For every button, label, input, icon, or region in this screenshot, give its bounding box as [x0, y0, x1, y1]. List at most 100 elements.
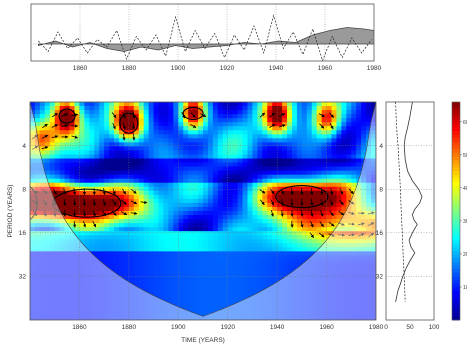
power-cell [311, 166, 318, 172]
power-cell [84, 146, 90, 151]
power-cell [59, 315, 65, 320]
power-cell [163, 239, 169, 244]
power-cell [242, 178, 248, 184]
power-cell [341, 110, 347, 115]
power-cell [34, 275, 41, 281]
tick-label-1880: 1880 [122, 65, 137, 72]
power-cell [296, 223, 303, 228]
power-cell [277, 287, 283, 293]
power-cell [118, 178, 125, 184]
power-cell [326, 198, 332, 204]
power-cell [84, 114, 90, 119]
power-cell [158, 211, 164, 216]
power-cell [366, 211, 372, 216]
power-cell [49, 255, 56, 260]
power-cell [316, 118, 323, 123]
power-cell [44, 231, 51, 236]
power-cell [163, 166, 169, 172]
power-cell [287, 219, 293, 224]
power-cell [148, 283, 154, 289]
power-cell [326, 110, 332, 115]
power-cell [118, 198, 125, 204]
power-cell [242, 271, 248, 276]
power-cell [168, 198, 174, 204]
power-cell [79, 158, 85, 163]
power-cell [163, 279, 169, 285]
power-cell [59, 166, 65, 172]
power-cell [361, 178, 367, 184]
power-cell [252, 267, 258, 272]
power-cell [94, 271, 100, 276]
power-cell [321, 102, 327, 107]
power-cell [341, 106, 347, 111]
power-cell [252, 150, 258, 155]
power-cell [59, 202, 65, 208]
power-cell [331, 146, 337, 151]
power-cell [163, 219, 169, 224]
power-cell [301, 114, 308, 119]
power-cell [114, 295, 120, 301]
power-cell [94, 154, 100, 159]
power-cell [148, 190, 154, 196]
power-cell [227, 287, 234, 293]
power-cell [346, 174, 352, 180]
power-cell [262, 198, 268, 204]
power-cell [123, 178, 130, 184]
phase-arrow [102, 210, 107, 217]
power-cell [203, 194, 209, 200]
power-cell [212, 166, 219, 172]
power-cell [39, 126, 46, 131]
power-cell [109, 267, 115, 272]
power-cell [361, 142, 367, 147]
power-cell [371, 206, 376, 212]
power-cell [272, 134, 278, 139]
power-cell [79, 227, 85, 232]
power-cell [277, 223, 283, 228]
power-cell [168, 307, 174, 313]
power-cell [118, 223, 125, 228]
power-cell [242, 279, 248, 285]
phase-arrow [368, 232, 375, 238]
power-cell [114, 106, 120, 111]
power-cell [366, 219, 372, 224]
power-cell [49, 102, 56, 107]
colorbar-cell [452, 214, 460, 219]
power-cell [178, 255, 184, 260]
power-cell [153, 206, 159, 212]
power-cell [89, 235, 95, 240]
power-cell [64, 263, 70, 268]
power-cell [301, 227, 308, 232]
power-cell [198, 227, 204, 232]
power-cell [222, 134, 229, 139]
phase-arrow [339, 188, 344, 195]
power-cell [306, 291, 313, 297]
phase-arrow [348, 200, 355, 205]
power-cell [232, 267, 238, 272]
power-cell [272, 178, 278, 184]
power-cell [291, 239, 298, 244]
power-cell [109, 138, 115, 143]
power-cell [287, 122, 293, 127]
power-cell [282, 102, 288, 107]
power-cell [212, 170, 219, 176]
power-cell [272, 118, 278, 123]
power-cell [133, 287, 140, 293]
power-cell [44, 223, 51, 228]
power-cell [346, 126, 352, 131]
power-cell [316, 307, 323, 313]
power-cell [89, 287, 95, 293]
power-cell [267, 311, 273, 317]
power-cell [133, 223, 140, 228]
power-cell [336, 267, 342, 272]
power-cell [336, 146, 342, 151]
power-cell [163, 126, 169, 131]
power-cell [138, 174, 145, 180]
power-cell [336, 102, 342, 107]
power-cell [193, 279, 199, 285]
power-cell [207, 259, 214, 264]
power-cell [138, 186, 145, 192]
power-cell [267, 190, 273, 196]
power-cell [272, 106, 278, 111]
power-cell [371, 138, 376, 143]
power-cell [79, 130, 85, 135]
